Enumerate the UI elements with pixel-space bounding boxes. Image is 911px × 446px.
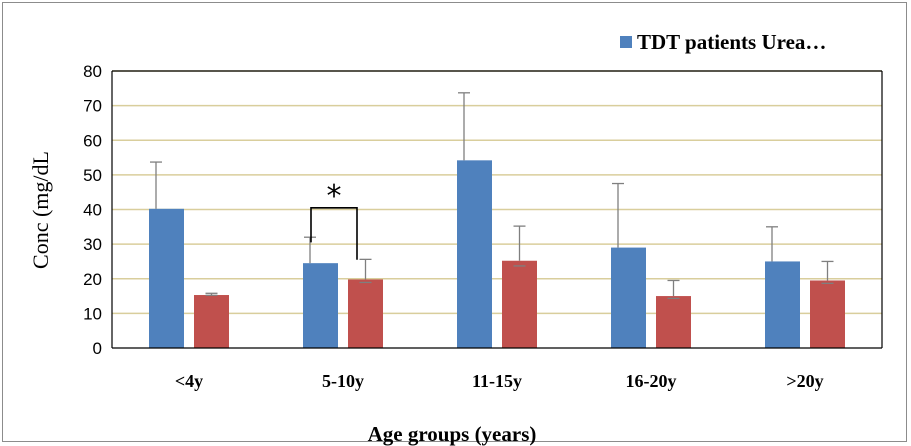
x-tick-labels: <4y 5-10y 11-15y 16-20y >20y [175,371,824,391]
bars [149,160,845,348]
bar-series2 [502,260,537,348]
x-axis-label: Age groups (years) [368,422,537,446]
y-tick-label: 20 [83,270,102,289]
gridlines [112,70,882,315]
y-tick-label: 60 [83,131,102,150]
bar-series2 [656,296,691,348]
error-bars [150,92,834,300]
bar-series1 [765,261,800,348]
bar-series1 [303,263,338,348]
y-tick-label: 70 [83,97,102,116]
significance-bracket [310,206,358,260]
x-tick-label: <4y [175,371,203,391]
y-tick-label: 10 [83,304,102,323]
y-tick-label: 80 [83,62,102,81]
y-tick-label: 50 [83,166,102,185]
legend: TDT patients Urea… [620,30,826,54]
y-tick-labels: 0 10 20 30 40 50 60 70 80 [83,62,102,358]
x-tick-label: 5-10y [322,371,364,391]
bar-series2 [194,295,229,348]
y-axis-label: Conc (mg/dL [28,151,53,269]
y-tick-label: 40 [83,201,102,220]
y-tick-label: 30 [83,235,102,254]
bar-series1 [611,247,646,348]
significance-star: * [327,179,342,214]
legend-swatch [620,36,632,48]
legend-label: TDT patients Urea… [637,30,826,54]
x-tick-label: 16-20y [626,371,677,391]
bar-series2 [348,279,383,348]
bar-series1 [457,160,492,348]
x-tick-label: >20y [786,371,823,391]
x-tick-label: 11-15y [472,371,522,391]
axes [111,70,883,349]
bar-series1 [149,208,184,348]
y-tick-label: 0 [93,339,102,358]
annotations: * [310,179,358,260]
bar-series2 [810,280,845,348]
